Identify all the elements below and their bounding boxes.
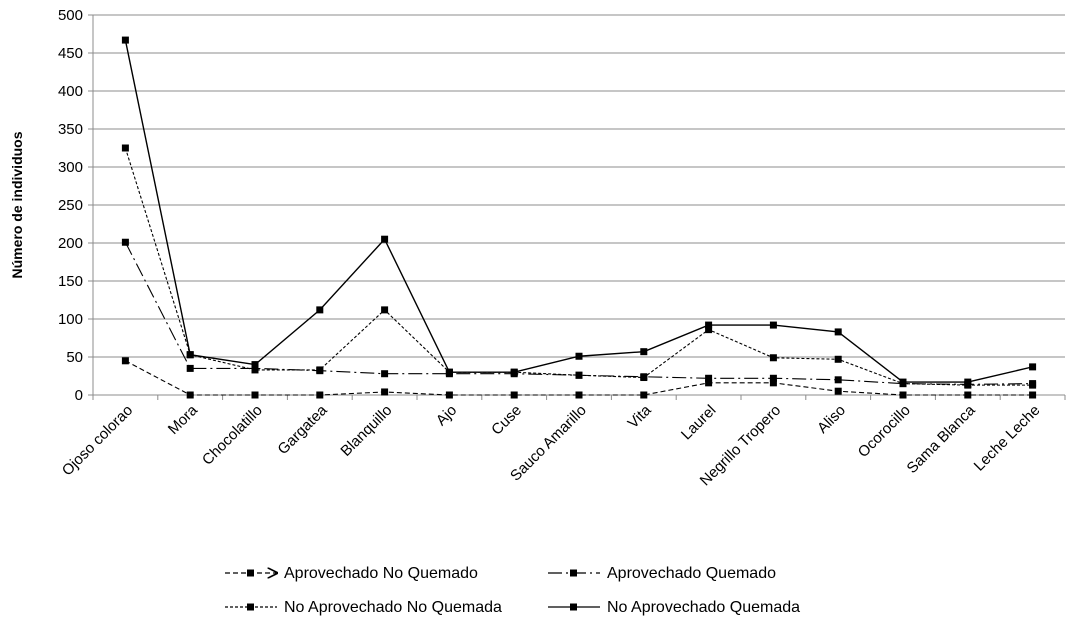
x-tick-label: Leche Leche [971, 402, 1044, 475]
legend-label: Aprovechado Quemado [607, 565, 776, 582]
y-tick-label: 0 [75, 387, 83, 404]
x-tick-label: Gargatea [274, 401, 331, 458]
data-point [834, 376, 842, 384]
y-tick-label: 100 [58, 311, 83, 328]
y-tick-label: 300 [58, 159, 83, 176]
legend-marker [570, 569, 577, 577]
data-point [834, 328, 842, 336]
x-tick-label: Ajo [433, 402, 460, 429]
data-point [640, 391, 648, 399]
data-point [964, 378, 972, 386]
legend-marker [247, 569, 254, 577]
legend-item: No Aprovechado No Quemada [225, 599, 502, 616]
data-point [186, 351, 194, 359]
x-tick-label: Laurel [678, 402, 720, 444]
y-tick-label: 450 [58, 45, 83, 62]
x-tick-label: Cuse [488, 402, 525, 439]
data-point [316, 366, 324, 374]
x-tick-label: Chocolatillo [199, 402, 266, 469]
series-line [124, 241, 1033, 385]
data-point [381, 370, 389, 378]
data-point [381, 306, 389, 314]
x-tick-label: Ojoso colorao [59, 402, 136, 479]
legend-item: No Aprovechado Quemada [548, 599, 800, 616]
data-point [251, 361, 259, 369]
data-point [705, 374, 713, 382]
data-point [1029, 381, 1037, 389]
data-point [510, 391, 518, 399]
x-tick-label: Sama Blanca [904, 401, 980, 477]
data-point [769, 354, 777, 362]
legend-label: No Aprovechado Quemada [607, 599, 800, 616]
data-point [121, 357, 129, 365]
data-point [316, 306, 324, 314]
legend-label: Aprovechado No Quemado [284, 565, 478, 582]
series-line [124, 147, 1033, 386]
series-3 [121, 144, 1037, 389]
y-axis-title: Número de individuos [9, 131, 25, 278]
y-tick-label: 400 [58, 83, 83, 100]
data-point [834, 387, 842, 395]
series-2 [121, 238, 1037, 388]
x-tick-label: Vita [625, 401, 656, 432]
series-4 [121, 36, 1037, 386]
data-point [575, 352, 583, 360]
data-point [186, 391, 194, 399]
legend: Aprovechado No Quemado Aprovechado Quemad… [225, 565, 800, 616]
series-1 [121, 357, 1037, 399]
x-tick-label: Aliso [814, 402, 849, 437]
data-point [251, 366, 259, 374]
legend-item: Aprovechado Quemado [548, 565, 776, 582]
data-point [121, 144, 129, 152]
data-point [834, 355, 842, 363]
x-tick-label: Ocorocillo [855, 402, 914, 461]
data-point [121, 36, 129, 44]
data-point [445, 391, 453, 399]
data-point [575, 371, 583, 379]
data-point [251, 391, 259, 399]
data-point [1029, 363, 1037, 371]
data-point [769, 374, 777, 382]
y-tick-label: 500 [58, 7, 83, 24]
legend-item: Aprovechado No Quemado [225, 565, 478, 582]
data-point [381, 235, 389, 243]
data-point [381, 388, 389, 396]
legend-marker [570, 603, 577, 611]
y-tick-label: 200 [58, 235, 83, 252]
y-tick-label: 150 [58, 273, 83, 290]
data-point [640, 348, 648, 356]
data-point [186, 364, 194, 372]
data-point [1029, 391, 1037, 399]
data-point [899, 391, 907, 399]
data-point [316, 391, 324, 399]
data-point [705, 379, 713, 387]
y-tick-label: 250 [58, 197, 83, 214]
data-point [769, 379, 777, 387]
legend-label: No Aprovechado No Quemada [284, 599, 502, 616]
legend-marker [247, 603, 254, 611]
data-point [575, 391, 583, 399]
data-point [445, 368, 453, 376]
x-tick-label: Blanquillo [337, 402, 395, 460]
data-point [769, 321, 777, 329]
y-tick-label: 350 [58, 121, 83, 138]
y-tick-label: 50 [66, 349, 83, 366]
x-tick-label: Mora [165, 401, 202, 438]
data-point [640, 374, 648, 382]
data-point [510, 368, 518, 376]
data-point [705, 326, 713, 334]
data-point [899, 378, 907, 386]
data-point [121, 238, 129, 246]
data-point [705, 321, 713, 329]
data-point [964, 391, 972, 399]
